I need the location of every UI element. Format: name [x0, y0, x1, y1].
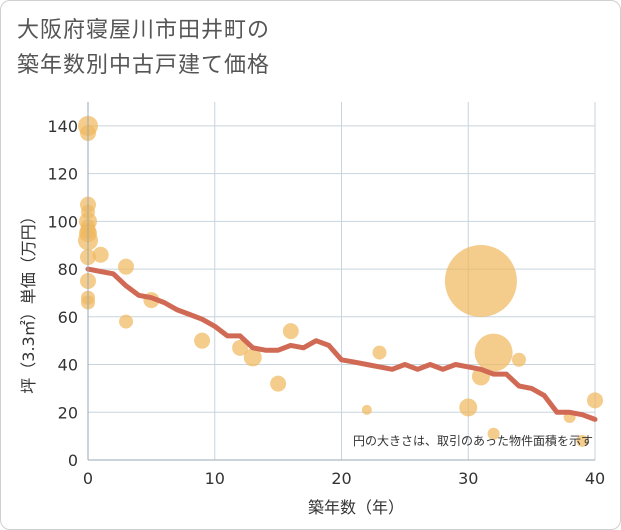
- x-tick-label: 40: [585, 469, 605, 488]
- bubble-point: [587, 392, 603, 409]
- x-axis-label: 築年数（年）: [308, 498, 404, 517]
- y-tick-label: 0: [68, 451, 78, 470]
- bubble-point: [194, 332, 211, 349]
- x-tick-label: 20: [331, 469, 351, 488]
- bubble-point: [444, 245, 517, 317]
- axis-labels: 築年数（年） 坪（3.3㎡）単価（万円） 円の大きさは、取引のあった物件面積を示…: [19, 208, 593, 517]
- chart-title-line-2: 築年数別中古戸建て価格: [17, 53, 271, 78]
- bubble-point: [243, 348, 262, 367]
- bubble-point: [474, 333, 513, 372]
- bubble-point: [92, 246, 109, 263]
- y-tick-label: 60: [58, 308, 78, 327]
- bubble-point: [118, 258, 135, 275]
- axes: 0 20 40 60 80 100 120 140 0 10 20 30 40: [47, 102, 605, 488]
- x-tick-label: 30: [458, 469, 478, 488]
- y-tick-label: 120: [47, 165, 78, 184]
- x-tick-label: 0: [83, 469, 93, 488]
- y-tick-label: 100: [47, 212, 78, 231]
- chart-title-line-1: 大阪府寝屋川市田井町の: [17, 18, 271, 43]
- y-tick-label: 40: [58, 356, 78, 375]
- bubble-point: [576, 434, 589, 447]
- bubble-layer: [78, 115, 603, 447]
- bubble-point: [232, 339, 249, 356]
- bubble-point: [511, 352, 526, 367]
- bubble-point: [270, 375, 287, 392]
- bubble-point: [459, 398, 478, 417]
- grid-lines: [88, 102, 596, 460]
- bubble-point: [372, 345, 387, 360]
- bubble-point: [119, 314, 134, 329]
- y-tick-label: 80: [58, 260, 78, 279]
- chart-title: 大阪府寝屋川市田井町の 築年数別中古戸建て価格: [17, 13, 270, 83]
- y-tick-label: 140: [47, 117, 78, 136]
- bubble-point: [282, 323, 299, 340]
- bubble-size-note: 円の大きさは、取引のあった物件面積を示す: [353, 433, 593, 448]
- line-layer: [85, 266, 598, 422]
- y-axis-label: 坪（3.3㎡）単価（万円）: [19, 208, 38, 393]
- bubble-point: [487, 427, 500, 440]
- x-tick-label: 10: [205, 469, 225, 488]
- average-price-line: [85, 266, 598, 422]
- bubble-point: [361, 404, 372, 415]
- y-tick-label: 20: [58, 403, 78, 422]
